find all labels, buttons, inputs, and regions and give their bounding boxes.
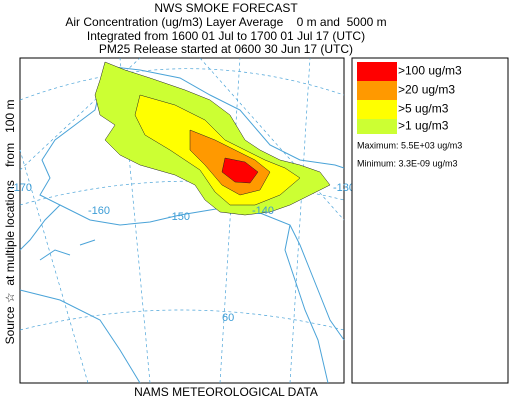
legend-swatch: [357, 62, 397, 81]
legend-maximum: Maximum: 5.5E+03 ug/m3: [357, 140, 462, 150]
map-label: -130: [333, 182, 355, 194]
legend-swatch: [357, 100, 397, 119]
legend-swatch: [357, 81, 397, 100]
map-label: 60: [222, 312, 234, 324]
title: NWS SMOKE FORECAST: [154, 1, 298, 15]
map-label: -160: [88, 205, 110, 217]
map-label: -170: [10, 182, 32, 194]
plume-4: [221, 157, 259, 184]
map-label: -150: [168, 211, 190, 223]
legend-label: >1 ug/m3: [398, 119, 449, 133]
map: [19, 57, 345, 384]
map-label: -140: [252, 205, 274, 217]
legend-swatch: [357, 119, 397, 134]
subtitle: Integrated from 1600 01 Jul to 1700 01 J…: [87, 29, 365, 43]
subtitle: PM25 Release started at 0600 30 Jun 17 (…: [99, 42, 353, 56]
legend-minimum: Minimum: 3.3E-09 ug/m3: [357, 158, 458, 168]
legend-label: >5 ug/m3: [398, 102, 449, 116]
smoke-plume: [94, 61, 331, 216]
legend-label: >20 ug/m3: [398, 83, 455, 97]
legend-label: >100 ug/m3: [398, 64, 462, 78]
side-label: Source ☆ at multiple locations from 100 …: [3, 100, 17, 345]
footer: NAMS METEOROLOGICAL DATA: [134, 385, 318, 399]
subtitle: Air Concentration (ug/m3) Layer Average …: [65, 15, 386, 29]
